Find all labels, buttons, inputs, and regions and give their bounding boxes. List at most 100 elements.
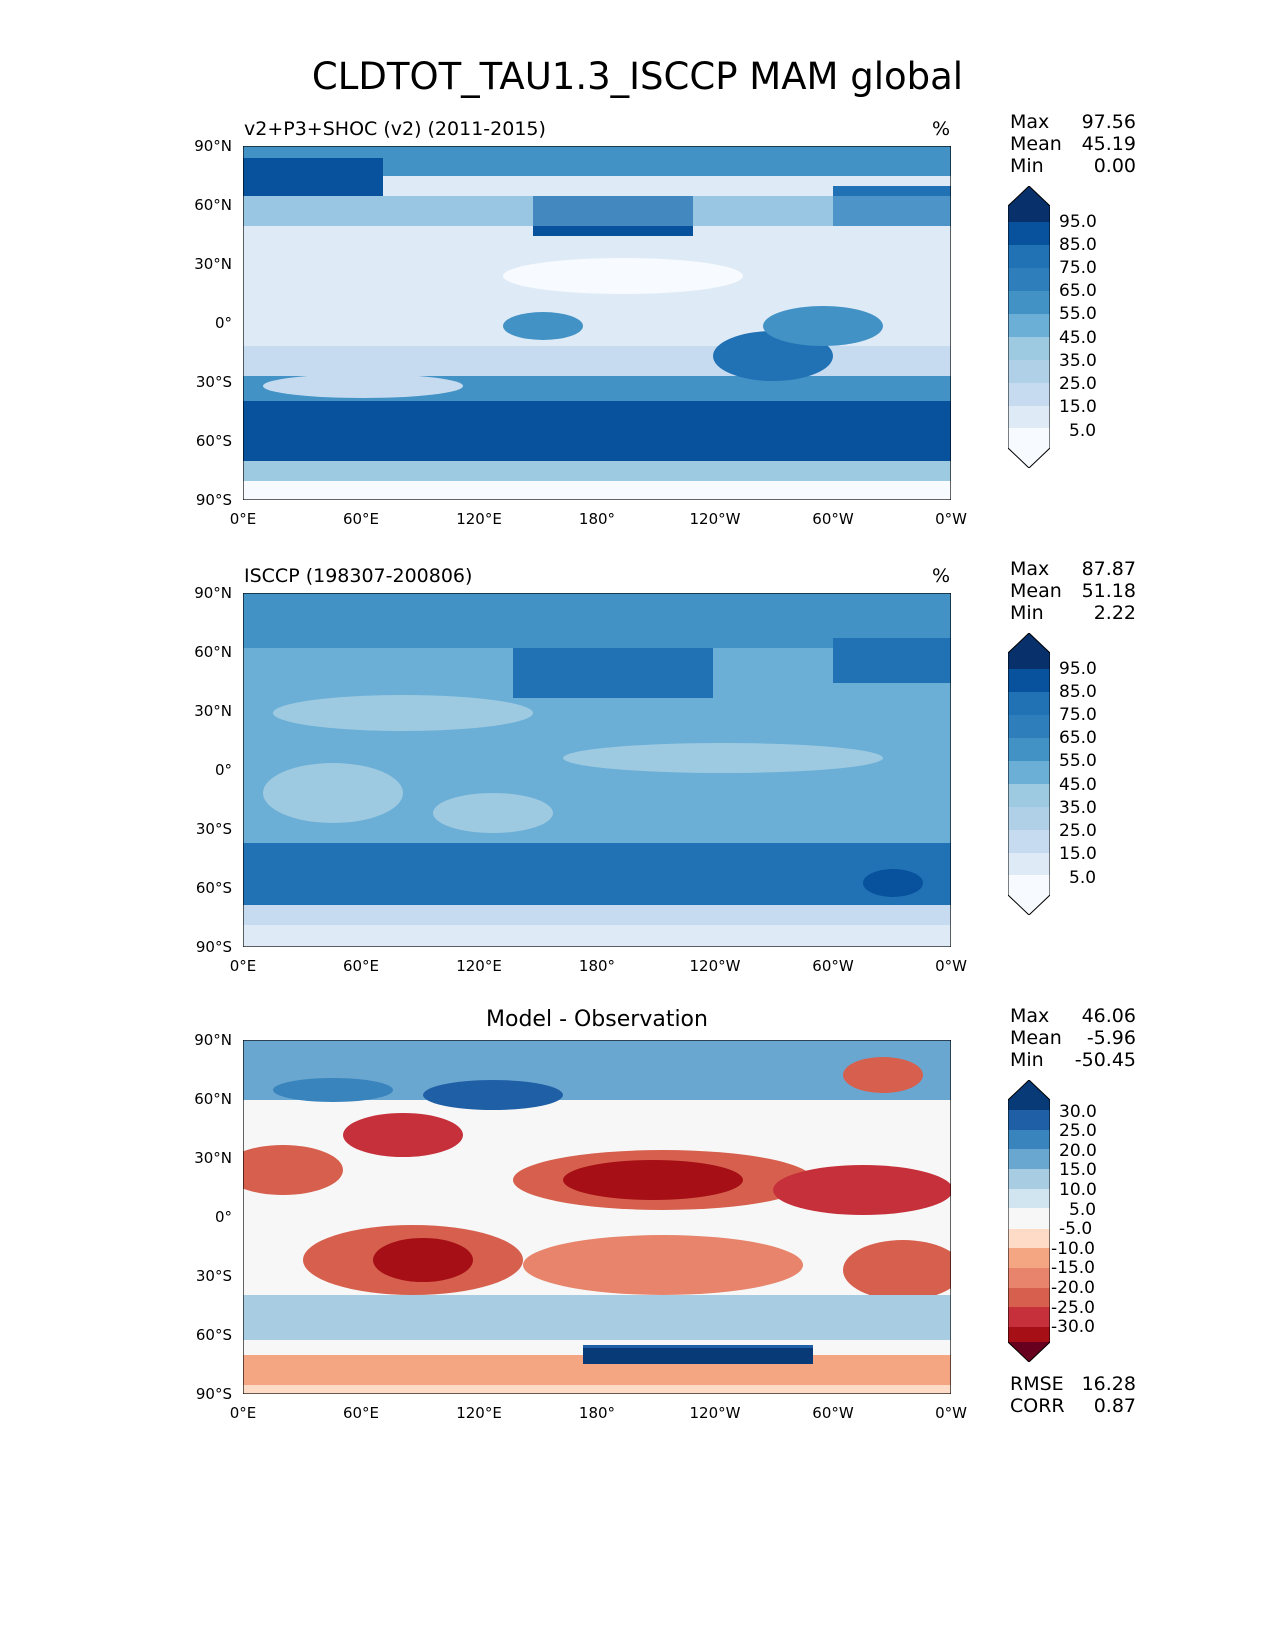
colorbar-tick: -15.0 — [1051, 1258, 1095, 1278]
colorbar-tick: 5.0 — [1069, 421, 1097, 441]
colorbar-tick: 85.0 — [1059, 682, 1097, 702]
metric-label: CORR — [1010, 1395, 1065, 1417]
lat-tick: 30°N — [194, 255, 232, 273]
lat-tick: 30°S — [195, 373, 232, 391]
stat-value: 45.19 — [1081, 133, 1136, 155]
colorbar-tick: -5.0 — [1059, 1219, 1093, 1239]
colorbar-tick: 55.0 — [1059, 304, 1097, 324]
stat-label: Mean — [1010, 133, 1062, 155]
colorbar-obs — [1008, 633, 1050, 915]
lon-tick: 120°W — [689, 1404, 741, 1422]
stat-value: -5.96 — [1086, 1027, 1136, 1049]
lat-tick: 90°S — [195, 1385, 232, 1403]
lat-tick: 60°S — [195, 1326, 232, 1344]
lat-tick: 30°N — [194, 702, 232, 720]
colorbar-model — [1008, 186, 1050, 468]
colorbar-tick: -20.0 — [1051, 1278, 1095, 1298]
colorbar-tick: 15.0 — [1059, 1160, 1097, 1180]
lat-tick: 0° — [214, 314, 232, 332]
metric-value: 16.28 — [1081, 1373, 1136, 1395]
map-diff-field — [243, 1040, 951, 1394]
colorbar-tick: 25.0 — [1059, 374, 1097, 394]
panel-title-diff: Model - Observation — [486, 1007, 708, 1032]
stat-label: Mean — [1010, 580, 1062, 602]
lat-tick: 60°N — [194, 196, 232, 214]
stat-label: Min — [1010, 602, 1044, 624]
lon-tick: 60°W — [812, 957, 854, 975]
lat-tick: 90°N — [194, 584, 232, 602]
colorbar-tick: 75.0 — [1059, 705, 1097, 725]
stat-label: Max — [1010, 111, 1050, 133]
unit-label-obs: % — [932, 565, 951, 587]
lat-tick: 30°S — [195, 820, 232, 838]
colorbar-tick: -25.0 — [1051, 1298, 1095, 1318]
lat-tick: 30°S — [195, 1267, 232, 1285]
lat-tick: 90°S — [195, 938, 232, 956]
stat-label: Min — [1010, 155, 1044, 177]
lon-tick: 0°W — [935, 510, 967, 528]
lon-tick: 120°E — [456, 510, 502, 528]
unit-label-model: % — [932, 118, 951, 140]
lon-tick: 0°E — [229, 510, 257, 528]
colorbar-tick: 55.0 — [1059, 751, 1097, 771]
stat-value: 0.00 — [1093, 155, 1136, 177]
lat-tick: 60°S — [195, 432, 232, 450]
stat-label: Min — [1010, 1049, 1044, 1071]
stat-value: 87.87 — [1081, 558, 1136, 580]
map-model — [243, 146, 951, 500]
stat-value: 51.18 — [1081, 580, 1136, 602]
map-obs — [243, 593, 951, 947]
lat-tick: 90°N — [194, 137, 232, 155]
stat-label: Max — [1010, 1005, 1050, 1027]
lat-tick: 90°N — [194, 1031, 232, 1049]
colorbar-tick: 20.0 — [1059, 1141, 1097, 1161]
colorbar-tick: 10.0 — [1059, 1180, 1097, 1200]
colorbar-tick: -30.0 — [1051, 1317, 1095, 1337]
stat-value: 2.22 — [1093, 602, 1136, 624]
lat-tick: 60°N — [194, 1090, 232, 1108]
lon-tick: 0°E — [229, 957, 257, 975]
metric-value: 0.87 — [1093, 1395, 1136, 1417]
stat-value: 97.56 — [1081, 111, 1136, 133]
colorbar-tick: 15.0 — [1059, 397, 1097, 417]
lat-tick: 30°N — [194, 1149, 232, 1167]
colorbar-tick: 5.0 — [1069, 1200, 1097, 1220]
map-obs-field — [243, 593, 951, 947]
map-model-field — [243, 146, 951, 500]
lon-tick: 180° — [578, 1404, 616, 1422]
stat-value: 46.06 — [1081, 1005, 1136, 1027]
panel-title-obs: ISCCP (198307-200806) — [244, 565, 473, 587]
stat-value: -50.45 — [1074, 1049, 1136, 1071]
colorbar-tick: 35.0 — [1059, 351, 1097, 371]
lon-tick: 0°W — [935, 957, 967, 975]
colorbar-tick: 65.0 — [1059, 728, 1097, 748]
colorbar-diff — [1008, 1080, 1050, 1362]
map-diff — [243, 1040, 951, 1394]
lon-tick: 60°E — [342, 957, 380, 975]
lat-tick: 0° — [214, 1208, 232, 1226]
colorbar-tick: 45.0 — [1059, 775, 1097, 795]
colorbar-tick: 15.0 — [1059, 844, 1097, 864]
colorbar-tick: 5.0 — [1069, 868, 1097, 888]
stat-label: Max — [1010, 558, 1050, 580]
colorbar-tick: 25.0 — [1059, 821, 1097, 841]
colorbar-tick: 95.0 — [1059, 659, 1097, 679]
lon-tick: 120°E — [456, 957, 502, 975]
lon-tick: 0°W — [935, 1404, 967, 1422]
lon-tick: 180° — [578, 510, 616, 528]
colorbar-tick: 85.0 — [1059, 235, 1097, 255]
colorbar-tick: 30.0 — [1059, 1102, 1097, 1122]
lon-tick: 0°E — [229, 1404, 257, 1422]
lat-tick: 60°S — [195, 879, 232, 897]
lat-tick: 90°S — [195, 491, 232, 509]
colorbar-tick: 45.0 — [1059, 328, 1097, 348]
panel-title-model: v2+P3+SHOC (v2) (2011-2015) — [244, 118, 546, 140]
lon-tick: 60°E — [342, 1404, 380, 1422]
colorbar-tick: 95.0 — [1059, 212, 1097, 232]
colorbar-tick: 65.0 — [1059, 281, 1097, 301]
lon-tick: 60°W — [812, 1404, 854, 1422]
lon-tick: 120°W — [689, 510, 741, 528]
lon-tick: 60°W — [812, 510, 854, 528]
colorbar-tick: 35.0 — [1059, 798, 1097, 818]
stats-diff: Max 46.06 Mean -5.96 Min -50.45 — [1010, 1005, 1136, 1071]
